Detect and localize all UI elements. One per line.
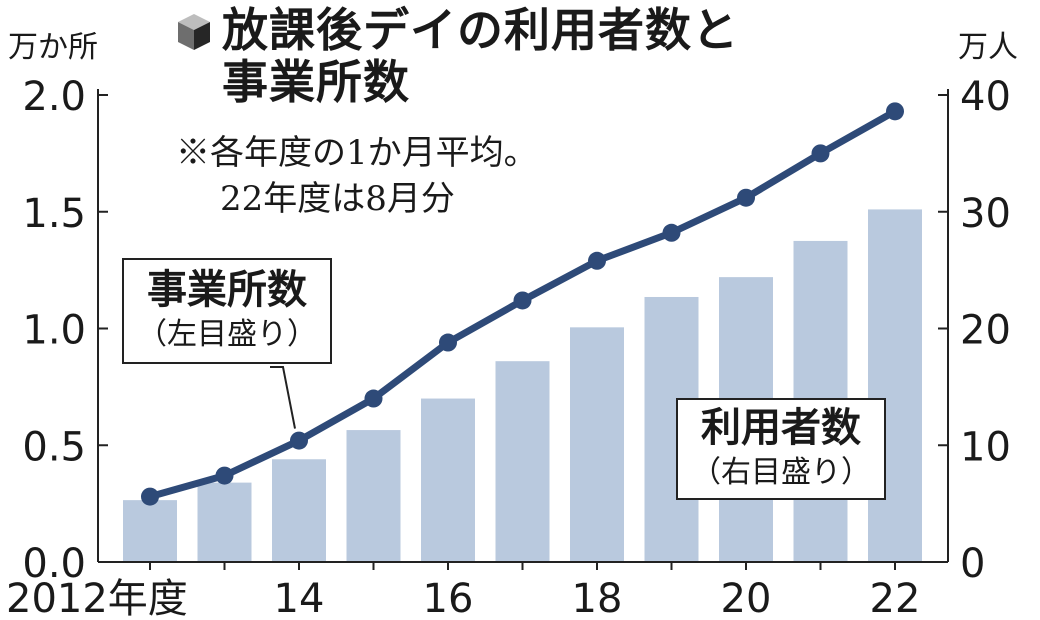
left-tick-label: 0.0 <box>22 541 86 587</box>
right-tick-label: 10 <box>960 424 1011 470</box>
callout-offices: 事業所数 （左目盛り） <box>122 258 332 364</box>
callout-users-axis-note: （右目盛り） <box>691 455 871 490</box>
right-tick-label: 20 <box>960 308 1011 354</box>
cube-icon <box>178 14 210 50</box>
footnote-line-1: ※各年度の1か月平均。 <box>176 133 538 173</box>
bar-2013 <box>197 482 252 562</box>
x-tick-label: 18 <box>572 576 623 620</box>
footnote-line-2: 22年度は8月分 <box>220 179 455 219</box>
chart-title-line-2: 事業所数 <box>222 55 410 109</box>
callout-offices-axis-note: （左目盛り） <box>137 317 317 352</box>
left-tick-label: 1.0 <box>22 308 86 354</box>
left-tick-label: 1.5 <box>22 191 86 237</box>
offices-point-2020 <box>737 188 755 207</box>
right-tick-label: 0 <box>960 541 985 587</box>
chart-title: 放課後デイの利用者数と 事業所数 <box>222 4 739 108</box>
tick-labels: 0.0 0.5 1.0 1.5 2.0 0 10 20 30 40 2012年度 14 16 18 20 22 <box>6 74 1011 620</box>
line-series-offices <box>141 102 904 506</box>
chart-title-line-1: 放課後デイの利用者数と <box>222 3 739 57</box>
bar-2016 <box>421 398 475 562</box>
right-tick-label: 30 <box>960 191 1011 237</box>
bar-2012 <box>123 500 177 562</box>
offices-point-2012 <box>141 487 159 506</box>
left-tick-label: 0.5 <box>22 424 86 470</box>
axes <box>97 89 949 570</box>
callout-leader-line <box>270 366 296 429</box>
right-tick-label: 40 <box>960 74 1011 120</box>
x-tick-label: 14 <box>274 576 325 620</box>
right-axis-unit: 万人 <box>958 30 1018 65</box>
offices-point-2013 <box>215 466 234 485</box>
x-tick-label: 16 <box>423 576 474 620</box>
offices-point-2017 <box>513 291 532 310</box>
left-tick-label: 2.0 <box>22 74 86 120</box>
left-axis-unit: 万か所 <box>8 30 98 65</box>
offices-point-2022 <box>886 102 904 121</box>
x-tick-label: 2012年度 <box>6 576 188 620</box>
bar-2014 <box>272 459 326 562</box>
callout-offices-title: 事業所数 <box>147 267 307 313</box>
bar-2017 <box>495 361 550 562</box>
offices-point-2014 <box>290 431 308 450</box>
footnote: ※各年度の1か月平均。 22年度は8月分 <box>176 130 538 222</box>
offices-point-2015 <box>364 389 383 408</box>
offices-point-2016 <box>439 333 457 352</box>
offices-point-2018 <box>588 251 606 270</box>
callout-users: 利用者数 （右目盛り） <box>676 398 886 500</box>
callout-offices-leader <box>270 366 296 429</box>
callout-users-title: 利用者数 <box>701 405 861 451</box>
offices-point-2019 <box>662 223 681 242</box>
bar-2022 <box>868 209 922 563</box>
offices-point-2021 <box>811 144 830 163</box>
bar-2015 <box>346 430 401 562</box>
x-tick-label: 20 <box>721 576 772 620</box>
bar-2018 <box>570 327 624 562</box>
x-tick-label: 22 <box>870 576 921 620</box>
